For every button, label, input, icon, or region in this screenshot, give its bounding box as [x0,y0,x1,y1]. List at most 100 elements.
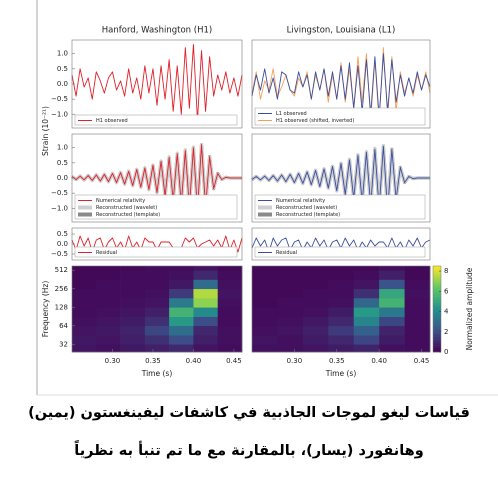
x-tick-label: 0.35 [329,357,345,365]
colorbar-step [433,270,441,273]
y-tick-label: 0.0 [57,174,68,182]
colorbar-step [433,349,441,353]
heatmap-cell [120,270,146,280]
y-tick-label: 1.0 [57,50,68,58]
heatmap-cell [277,288,304,299]
heatmap-cell [252,307,278,317]
heatmap-cell [277,270,304,280]
colorbar-label: Normalized amplitude [465,267,474,350]
heatmap-cell [96,325,121,336]
heatmap-cell [379,335,405,345]
x-tick-label: 0.35 [145,357,161,365]
heatmap-cell [72,288,97,299]
heatmap-cell [328,298,355,308]
plot-frame [251,265,431,353]
heatmap-cell [252,279,278,290]
heatmap-cell [379,298,405,308]
heatmap-cell [193,270,219,280]
legend-box [74,114,238,126]
heatmap-cell [277,335,304,345]
heatmap-cell [144,307,170,317]
y-tick-label: −0.5 [51,95,68,103]
colorbar-step [433,319,441,323]
heatmap-cell [96,316,121,327]
heatmap-cell [302,316,329,327]
heatmap-cell [328,288,355,299]
colorbar-step [433,278,441,282]
heatmap-cell [72,344,97,353]
heatmap-cell [72,316,97,327]
legend-swatch [78,205,92,210]
heatmap-cell [96,266,121,271]
colorbar-frame [432,265,442,353]
colorbar-step [433,324,441,327]
colorbar-step [433,311,441,314]
heatmap-cell [144,279,170,290]
heatmap-cell [252,316,278,327]
legend-label: Residual [96,250,117,256]
heatmap-cell [353,279,380,290]
x-tick-label: 0.45 [414,357,430,365]
heatmap-cell [120,266,146,271]
colorbar-step [433,321,441,325]
colorbar-tick-label: 6 [444,287,449,295]
heatmap-cell [120,335,146,345]
series-line [71,144,242,211]
heatmap-cell [328,307,355,317]
legend-label: Reconstructed (wavelet) [276,205,337,211]
heatmap-cell [217,344,243,353]
heatmap-cell [96,307,121,317]
heatmap-cell [404,335,431,345]
colorbar-step [433,306,441,310]
legend-label: Reconstructed (template) [276,212,340,218]
heatmap-cell [169,325,194,336]
heatmap-cell [96,298,121,308]
colorbar-step [433,293,441,297]
heatmap-cell [217,307,243,317]
heatmap-cell [217,335,243,345]
x-tick-label: 0.40 [371,357,387,365]
heatmap-cell [353,307,380,317]
heatmap-cell [404,344,431,353]
legend-box [74,194,238,220]
colorbar-step [433,268,441,271]
heatmap-cell [144,298,170,308]
heatmap-cell [302,270,329,280]
heatmap-cell [144,270,170,280]
colorbar-step [433,341,441,344]
x-tick-label: 0.30 [287,357,303,365]
y-axis-label: Strain (10⁻²¹) [41,106,50,156]
heatmap-cell [302,279,329,290]
y-tick-label: 256 [55,285,69,293]
colorbar-step [433,332,441,336]
colorbar-tick-label: 2 [444,328,448,336]
legend-label: Numerical relativity [96,198,145,204]
series-line [251,145,430,212]
colorbar-step [433,313,441,316]
heatmap-cell [169,279,194,290]
y-tick-label: 0.5 [57,159,68,167]
heatmap-cell [353,316,380,327]
heatmap-cell [379,288,405,299]
heatmap-cell [120,298,146,308]
heatmap-cell [144,325,170,336]
heatmap-cell [252,335,278,345]
heatmap-cell [302,288,329,299]
y-tick-label: 0.5 [57,230,68,238]
heatmap-cell [277,298,304,308]
heatmap-cell [193,266,219,271]
colorbar-step [433,339,441,342]
heatmap-cell [144,266,170,271]
legend-label: H1 observed [96,118,128,124]
heatmap-cell [144,335,170,345]
heatmap-cell [353,344,380,353]
heatmap-cell [144,316,170,327]
colorbar-step [433,302,441,305]
heatmap-cell [379,307,405,317]
plot-area [72,40,242,128]
heatmap-cell [72,279,97,290]
heatmap-cell [169,266,194,271]
colorbar-step [433,304,441,308]
heatmap-cell [404,298,431,308]
y-tick-label: 0.0 [57,80,68,88]
